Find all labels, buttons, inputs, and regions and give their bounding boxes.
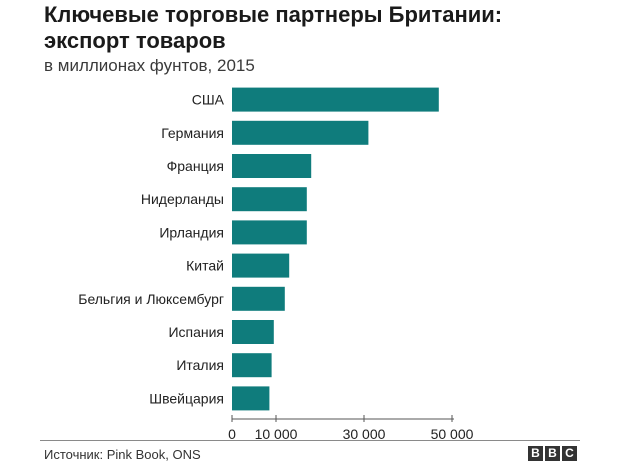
bar [232,120,369,145]
category-label: Франция [167,158,224,174]
category-label: Ирландия [159,224,224,240]
bar [232,320,274,344]
category-label: Германия [161,125,224,141]
x-tick-label: 50 000 [431,426,474,442]
category-label: Китай [186,258,224,274]
bar [232,220,307,245]
bar [232,386,270,411]
bbc-logo-letter: B [528,446,543,461]
x-tick-label: 30 000 [343,426,386,442]
bbc-logo-letter: C [562,446,577,461]
chart-title-line-1: Ключевые торговые партнеры Британии: [44,2,503,27]
chart-subtitle: в миллионах фунтов, 2015 [44,56,255,75]
bar [232,253,290,278]
category-label: Испания [168,324,224,340]
category-label: США [192,92,225,108]
bar [232,154,312,178]
footer-divider [40,440,580,441]
bbc-logo: B B C [528,446,577,461]
x-tick-label: 10 000 [255,426,298,442]
chart-title-line-2: экспорт товаров [44,28,226,53]
x-tick-label: 0 [228,426,236,442]
bar [232,353,272,378]
bar [232,286,285,311]
bbc-logo-letter: B [545,446,560,461]
category-label: Италия [176,357,224,373]
source-note: Источник: Pink Book, ONS [44,447,201,462]
category-label: Нидерланды [141,191,224,207]
chart-title: Ключевые торговые партнеры Британии: экс… [44,2,604,54]
category-label: Швейцария [149,390,224,406]
category-label: Бельгия и Люксембург [78,291,224,307]
bar [232,187,307,212]
bar [232,87,439,112]
